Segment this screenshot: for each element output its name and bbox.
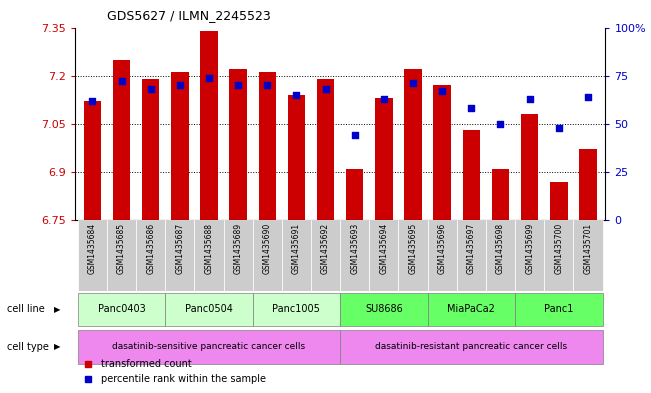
Bar	[171, 72, 189, 220]
Bar	[258, 72, 276, 220]
Text: GSM1435699: GSM1435699	[525, 223, 534, 274]
Text: SU8686: SU8686	[365, 304, 403, 314]
Point	[145, 86, 156, 92]
Text: GSM1435697: GSM1435697	[467, 223, 476, 274]
Bar	[142, 79, 159, 220]
Bar	[346, 169, 363, 220]
Point	[350, 132, 360, 138]
Bar	[77, 330, 340, 364]
Bar	[515, 293, 603, 326]
Text: dasatinib-resistant pancreatic cancer cells: dasatinib-resistant pancreatic cancer ce…	[375, 342, 568, 351]
Point	[466, 105, 477, 112]
Bar	[428, 293, 515, 326]
Bar	[229, 69, 247, 220]
Text: GSM1435694: GSM1435694	[380, 223, 389, 274]
Point	[87, 97, 98, 104]
Bar	[201, 31, 217, 220]
Point	[233, 82, 243, 88]
Text: GSM1435689: GSM1435689	[234, 223, 243, 274]
Text: ▶: ▶	[54, 305, 61, 314]
Point	[408, 80, 418, 86]
Point	[204, 74, 214, 81]
Bar	[165, 293, 253, 326]
Text: cell line: cell line	[7, 305, 44, 314]
Text: Panc1005: Panc1005	[273, 304, 320, 314]
Bar	[434, 85, 451, 220]
Text: MiaPaCa2: MiaPaCa2	[447, 304, 495, 314]
Bar	[428, 220, 457, 291]
Text: GSM1435695: GSM1435695	[409, 223, 417, 274]
Point	[262, 82, 273, 88]
Text: GSM1435685: GSM1435685	[117, 223, 126, 274]
Bar	[457, 220, 486, 291]
Bar	[544, 220, 574, 291]
Bar	[288, 95, 305, 220]
Point	[495, 121, 506, 127]
Point	[320, 86, 331, 92]
Bar	[375, 98, 393, 220]
Bar	[113, 60, 130, 220]
Point	[583, 94, 593, 100]
Point	[379, 95, 389, 102]
Bar	[253, 293, 340, 326]
Bar	[165, 220, 195, 291]
Point	[553, 125, 564, 131]
Text: Panc0504: Panc0504	[185, 304, 233, 314]
Point	[291, 92, 301, 98]
Text: GSM1435686: GSM1435686	[146, 223, 155, 274]
Point	[525, 95, 535, 102]
Bar	[492, 169, 509, 220]
Bar	[486, 220, 515, 291]
Text: GSM1435696: GSM1435696	[437, 223, 447, 274]
Text: GSM1435693: GSM1435693	[350, 223, 359, 274]
Text: ▶: ▶	[54, 342, 61, 351]
Point	[174, 82, 185, 88]
Bar	[223, 220, 253, 291]
Point	[117, 78, 127, 84]
Text: GSM1435687: GSM1435687	[175, 223, 184, 274]
Text: Panc0403: Panc0403	[98, 304, 145, 314]
Bar	[340, 330, 603, 364]
Text: GDS5627 / ILMN_2245523: GDS5627 / ILMN_2245523	[107, 9, 271, 22]
Text: GSM1435700: GSM1435700	[554, 223, 563, 274]
Text: Panc1: Panc1	[544, 304, 574, 314]
Point	[437, 88, 447, 94]
Bar	[136, 220, 165, 291]
Bar	[253, 220, 282, 291]
Text: GSM1435684: GSM1435684	[88, 223, 97, 274]
Bar	[77, 293, 165, 326]
Bar	[282, 220, 311, 291]
Bar	[77, 220, 107, 291]
Bar	[340, 293, 428, 326]
Bar	[463, 130, 480, 220]
Text: cell type: cell type	[7, 342, 48, 352]
Bar	[83, 101, 101, 220]
Bar	[369, 220, 398, 291]
Bar	[195, 220, 223, 291]
Bar	[550, 182, 568, 220]
Legend: transformed count, percentile rank within the sample: transformed count, percentile rank withi…	[79, 356, 270, 388]
Bar	[107, 220, 136, 291]
Bar	[398, 220, 428, 291]
Bar	[574, 220, 603, 291]
Text: GSM1435692: GSM1435692	[321, 223, 330, 274]
Text: GSM1435698: GSM1435698	[496, 223, 505, 274]
Text: GSM1435690: GSM1435690	[263, 223, 271, 274]
Text: GSM1435701: GSM1435701	[583, 223, 592, 274]
Text: dasatinib-sensitive pancreatic cancer cells: dasatinib-sensitive pancreatic cancer ce…	[113, 342, 305, 351]
Text: GSM1435688: GSM1435688	[204, 223, 214, 274]
Bar	[521, 114, 538, 220]
Bar	[515, 220, 544, 291]
Bar	[317, 79, 335, 220]
Bar	[404, 69, 422, 220]
Bar	[579, 149, 597, 220]
Bar	[311, 220, 340, 291]
Bar	[340, 220, 369, 291]
Text: GSM1435691: GSM1435691	[292, 223, 301, 274]
